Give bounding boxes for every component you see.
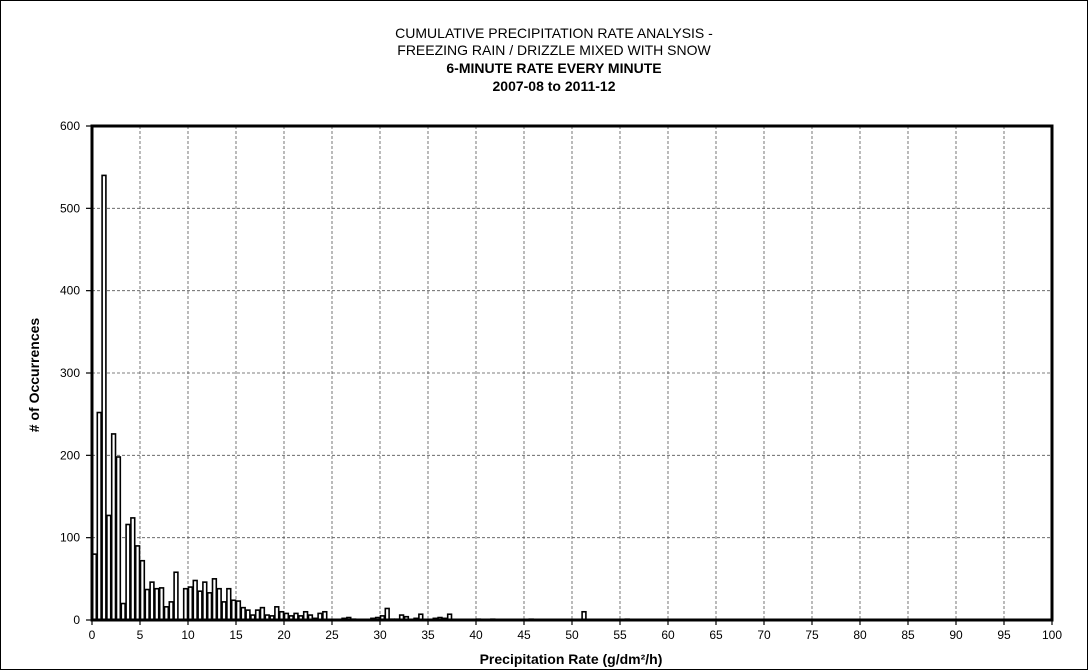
histogram-bar [192,579,198,621]
bar-series [91,174,630,621]
histogram-bar [230,599,237,621]
x-axis-ticks: 0 5 10 15 20 25 30 35 40 45 50 55 60 65 70 75 80 85 90 95 10… [89,620,1062,642]
x-tick-label: 20 [277,628,291,642]
x-tick-label: 50 [565,628,579,642]
y-tick-label: 100 [60,531,80,545]
histogram-bar [173,571,179,621]
histogram-bar [120,602,126,621]
y-axis-label: # of Occurrences [26,318,42,433]
y-axis-ticks: 0 100 200 300 400 500 600 [60,119,92,627]
histogram-bar [168,601,174,621]
y-tick-label: 200 [60,448,80,462]
y-tick-label: 500 [60,201,80,215]
histogram-bar [139,559,146,621]
x-tick-label: 40 [469,628,483,642]
histogram-bar [134,545,141,621]
histogram-bar [240,606,246,621]
gridlines [92,126,1052,620]
histogram-bar [115,456,122,621]
histogram-bar [110,433,117,621]
histogram-bar [96,411,102,621]
chart-title-line-2: FREEZING RAIN / DRIZZLE MIXED WITH SNOW [397,42,711,58]
histogram-bar [211,578,218,621]
x-tick-label: 15 [229,628,243,642]
x-tick-label: 55 [613,628,627,642]
histogram-bar [216,587,222,621]
histogram-bar [259,606,266,621]
x-tick-label: 80 [853,628,867,642]
histogram-bar [125,523,131,621]
x-tick-label: 5 [137,628,144,642]
histogram-bar [149,581,155,621]
x-tick-label: 85 [901,628,915,642]
x-tick-label: 65 [709,628,723,642]
x-tick-label: 0 [89,628,96,642]
x-tick-label: 90 [949,628,963,642]
x-tick-label: 100 [1042,628,1062,642]
histogram-bar [226,587,232,621]
x-tick-label: 45 [517,628,531,642]
histogram-bar [206,592,213,621]
chart-subtitle-period: 2007-08 to 2011-12 [493,78,616,94]
x-tick-label: 60 [661,628,675,642]
x-tick-label: 35 [421,628,435,642]
histogram-bar [154,587,160,621]
y-tick-label: 300 [60,366,80,380]
y-tick-label: 600 [60,119,80,133]
histogram-bar [130,517,136,621]
histogram-bar [163,606,170,621]
x-tick-label: 75 [805,628,819,642]
chart-title-line-1: CUMULATIVE PRECIPITATION RATE ANALYSIS - [395,25,713,41]
histogram-bar [202,581,208,621]
y-tick-label: 0 [73,613,80,627]
x-tick-label: 95 [997,628,1011,642]
histogram-bar [384,607,390,621]
chart-subtitle-rate: 6-MINUTE RATE EVERY MINUTE [446,60,661,76]
histogram-bar [274,606,280,621]
histogram-bar [144,588,150,621]
x-tick-label: 70 [757,628,771,642]
histogram-bar [101,174,107,621]
x-tick-label: 30 [373,628,387,642]
histogram-bar [235,600,242,621]
histogram-bar [158,587,165,621]
histogram-bar [187,586,194,621]
x-tick-label: 10 [181,628,195,642]
x-axis-label: Precipitation Rate (g/dm²/h) [480,651,663,667]
y-tick-label: 400 [60,284,80,298]
histogram-bar [182,587,189,621]
histogram-bar [106,514,112,621]
histogram-bar [197,590,203,621]
histogram-bar [221,601,227,621]
x-tick-label: 25 [325,628,339,642]
